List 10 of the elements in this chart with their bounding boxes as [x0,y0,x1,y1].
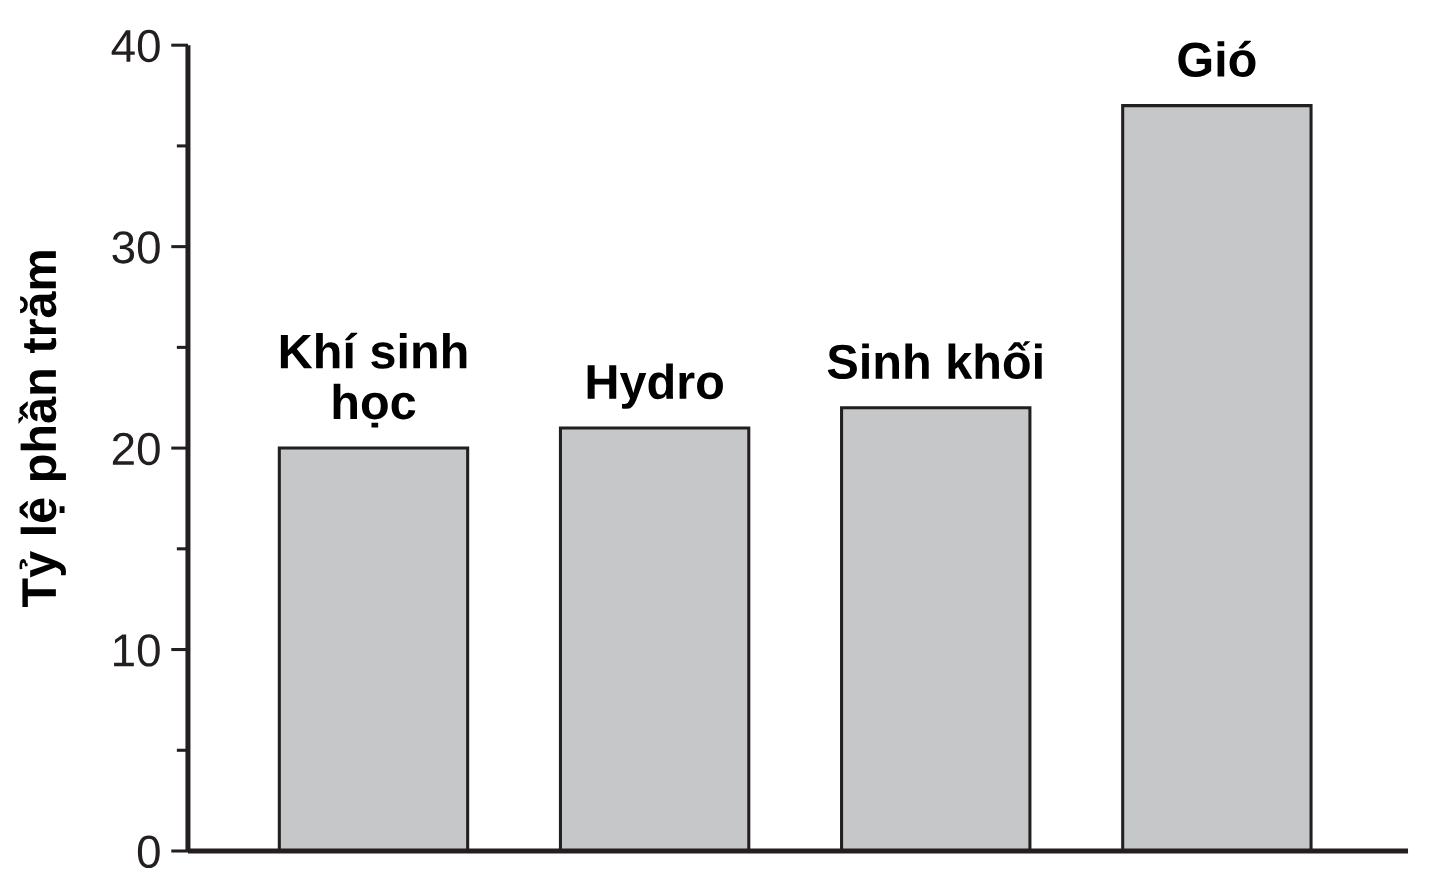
x-tick-label: Khí sinh học [280,332,467,428]
y-tick-label: 40 [111,29,160,63]
x-tick-label: Sinh khối [827,341,1042,380]
y-tick-label: 20 [112,432,160,466]
y-tick-label: 10 [114,634,160,667]
x-tick-label: Hydro [587,363,723,409]
x-tick-label: Gió [1178,40,1256,77]
y-tick-label: 30 [112,231,160,264]
y-tick-label: 0 [137,835,160,869]
y-axis-title: Tỷ lệ phần trăm [18,251,66,608]
